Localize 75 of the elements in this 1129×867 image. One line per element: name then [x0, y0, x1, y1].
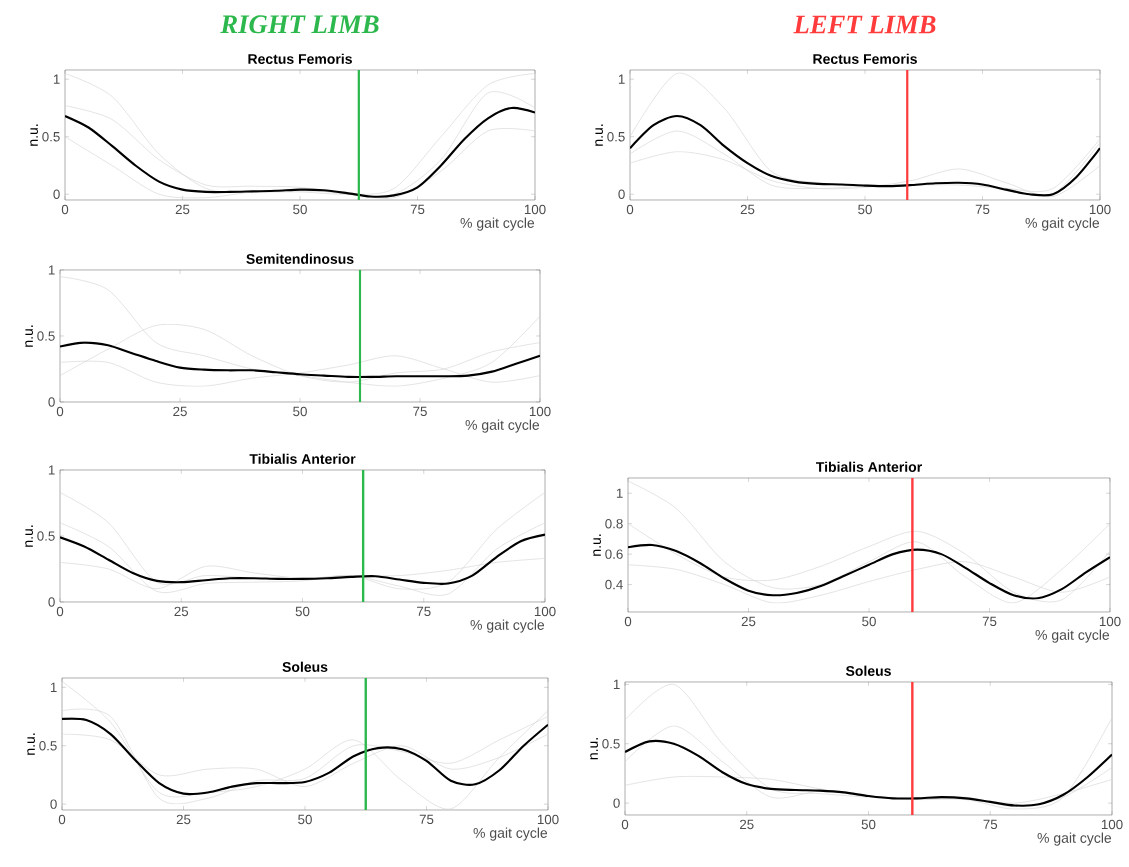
- x-tick-label: 50: [293, 204, 307, 215]
- x-tick-label: 75: [419, 814, 434, 824]
- y-tick-label: 0: [50, 799, 57, 809]
- y-tick-label: 0.6: [605, 549, 623, 559]
- x-tick-label: 25: [740, 819, 754, 830]
- y-tick-label: 0.5: [602, 739, 620, 749]
- x-tick-label: 25: [173, 406, 187, 417]
- x-tick-label: 75: [983, 819, 998, 829]
- y-tick-label: 1: [616, 488, 623, 498]
- x-axis-title: % gait cycle: [465, 419, 540, 433]
- x-tick-label: 100: [529, 406, 551, 417]
- chart-title: Rectus Femoris: [813, 53, 917, 64]
- chart-title: Semitendinosus: [246, 253, 354, 264]
- x-axis-title: % gait cycle: [1025, 217, 1100, 231]
- x-tick-label: 50: [861, 819, 876, 830]
- x-tick-label: 50: [858, 204, 872, 215]
- y-tick-label: 0.8: [605, 518, 623, 529]
- y-tick-label: 0.5: [42, 132, 60, 142]
- y-tick-label: 0.5: [39, 741, 57, 751]
- y-tick-label: 1: [53, 74, 60, 84]
- x-tick-label: 25: [174, 606, 189, 617]
- x-axis-title: % gait cycle: [1037, 832, 1112, 846]
- y-axis-title: n.u.: [593, 534, 601, 556]
- x-axis-title: % gait cycle: [460, 217, 535, 231]
- x-tick-label: 75: [417, 606, 431, 616]
- x-tick-label: 75: [982, 616, 997, 626]
- y-axis-title: n.u.: [590, 738, 598, 760]
- x-tick-label: 100: [537, 814, 559, 825]
- x-tick-label: 50: [295, 606, 310, 617]
- y-tick-label: 0.5: [37, 531, 55, 541]
- text: RIGHT LIMB: [220, 15, 379, 34]
- x-axis-title: % gait cycle: [473, 827, 548, 841]
- x-tick-label: 50: [298, 814, 312, 825]
- x-tick-label: 100: [1099, 616, 1121, 627]
- y-tick-label: 1: [48, 465, 55, 475]
- y-axis-title: n.u.: [30, 124, 38, 146]
- y-tick-label: 0: [53, 189, 60, 199]
- y-tick-label: 0: [613, 798, 620, 808]
- y-tick-label: 1: [48, 265, 55, 275]
- x-tick-label: 100: [1101, 819, 1123, 830]
- x-tick-label: 75: [410, 204, 425, 214]
- y-axis-title: n.u.: [595, 124, 603, 146]
- x-tick-label: 100: [524, 204, 546, 215]
- x-tick-label: 25: [176, 814, 191, 825]
- x-tick-label: 0: [61, 204, 69, 215]
- x-tick-label: 0: [626, 204, 634, 215]
- y-tick-label: 0.5: [37, 331, 55, 341]
- chart-title: Soleus: [845, 665, 891, 676]
- y-tick-label: 0: [48, 597, 55, 607]
- chart-title: Soleus: [282, 661, 328, 672]
- x-tick-label: 50: [293, 406, 307, 417]
- y-tick-label: 0.5: [607, 132, 625, 142]
- x-axis-title: % gait cycle: [1035, 629, 1110, 643]
- chart-title: Rectus Femoris: [248, 53, 352, 64]
- text: LEFT LIMB: [793, 15, 936, 34]
- y-tick-label: 1: [618, 74, 625, 84]
- x-tick-label: 50: [862, 616, 876, 627]
- x-tick-label: 25: [741, 616, 756, 627]
- y-axis-title: n.u.: [25, 325, 33, 347]
- x-tick-label: 75: [975, 204, 990, 214]
- y-axis-title: n.u.: [25, 525, 33, 547]
- y-tick-label: 1: [613, 679, 620, 689]
- x-tick-label: 25: [175, 204, 190, 215]
- chart-title: Tibialis Anterior: [249, 453, 356, 464]
- chart-title: Tibialis Anterior: [816, 461, 922, 472]
- x-tick-label: 100: [1089, 204, 1111, 215]
- y-tick-label: 0.4: [605, 579, 623, 590]
- x-tick-label: 25: [740, 204, 755, 215]
- y-tick-label: 0: [618, 189, 625, 199]
- y-axis-title: n.u.: [27, 733, 35, 755]
- x-tick-label: 100: [534, 606, 556, 617]
- y-tick-label: 1: [50, 682, 57, 692]
- x-axis-title: % gait cycle: [470, 619, 545, 633]
- x-tick-label: 75: [413, 406, 427, 416]
- y-tick-label: 0: [48, 397, 55, 407]
